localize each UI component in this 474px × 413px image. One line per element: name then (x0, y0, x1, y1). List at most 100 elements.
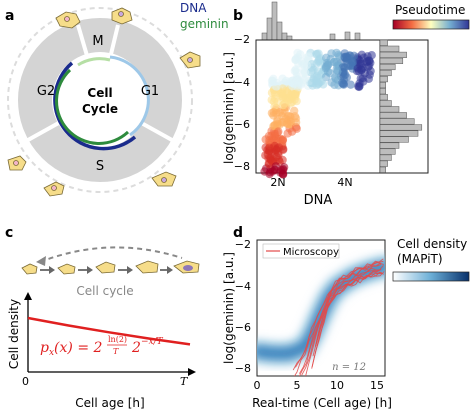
panel-a-label: a (5, 8, 14, 24)
scatter-point (278, 166, 288, 175)
scatter-point (286, 112, 295, 122)
scatter-point (348, 58, 357, 67)
geminin-arc-light (77, 57, 111, 67)
scatter-point (297, 78, 306, 88)
phase-ring (18, 18, 182, 182)
svg-text:10: 10 (330, 379, 344, 392)
scatter-point (340, 63, 349, 72)
x-tick-label: 4N (337, 176, 352, 189)
cell-icon-top-right (111, 7, 133, 25)
density-colorbar-subtitle: (MAPiT) (397, 252, 443, 266)
ring-inner-fill (53, 53, 147, 147)
scatter-point (339, 80, 348, 89)
y-tick-label: −6 (234, 118, 250, 131)
scatter-point (260, 167, 269, 176)
center-label-cycle: Cycle (82, 102, 118, 116)
scatter-point (268, 76, 277, 86)
phase-label-m: M (92, 34, 103, 49)
histogram-bar (379, 76, 388, 83)
x-tick-t: T (180, 375, 189, 388)
scatter-point (265, 143, 274, 153)
cell-icon (21, 263, 38, 275)
scatter-point (290, 66, 299, 76)
cell-icon-bottom-right (151, 171, 177, 187)
panel-c-xlabel: Cell age [h] (75, 396, 144, 410)
scatter-point (367, 51, 376, 60)
scatter-point (271, 162, 281, 171)
scatter-point (269, 97, 279, 106)
scatter-point (261, 151, 270, 160)
cell-icon (57, 263, 76, 275)
svg-text:15: 15 (370, 379, 384, 392)
phase-label-g2: G2 (37, 84, 55, 99)
histogram-bar (379, 148, 396, 155)
histogram-bar (379, 100, 392, 107)
panel-c: c Cell cycle 0 T Cell age (5, 225, 200, 410)
histogram-bar (379, 45, 400, 52)
svg-text:5: 5 (294, 379, 301, 392)
scatter-point (292, 124, 301, 133)
panel-d-ylabel: log(geminin) [a.u.] (222, 252, 236, 364)
y-tick-label: −8 (234, 160, 250, 173)
panel-d: d Microscopy n = 12 −2 −4 −6 −8 0 5 10 1… (222, 225, 470, 410)
histogram-bar (379, 69, 392, 77)
svg-text:0: 0 (254, 379, 261, 392)
density-curve (27, 316, 191, 346)
svg-text:−6: −6 (235, 321, 251, 334)
scatter-point (298, 60, 307, 69)
svg-text:2: 2 (131, 340, 141, 356)
histogram-bar (379, 112, 407, 119)
cell-row-arrows (40, 266, 173, 274)
scatter-point (278, 155, 287, 165)
scatter-point (362, 57, 372, 66)
scatter-point (333, 67, 342, 76)
histogram-bar (379, 106, 400, 113)
phase-label-s: S (96, 159, 104, 174)
scatter-point (273, 117, 282, 126)
svg-text:−4: −4 (235, 280, 251, 293)
scatter-point (274, 127, 283, 136)
scatter-point (300, 67, 309, 77)
svg-text:T: T (113, 347, 119, 356)
panel-d-x-ticks: 0 5 10 15 (254, 379, 385, 392)
histogram-bar (379, 88, 386, 95)
scatter-point (264, 160, 274, 169)
scatter-point (304, 52, 313, 61)
histogram-bar (379, 57, 404, 64)
scatter-point (278, 92, 287, 101)
microscopy-line (292, 262, 382, 371)
histogram-bar (379, 51, 407, 58)
dna-arc (53, 61, 137, 151)
microscopy-lines (292, 258, 385, 376)
svg-text:−8: −8 (235, 362, 251, 375)
y-tick-label: −2 (234, 33, 250, 46)
panel-d-legend (262, 243, 340, 259)
scatter-point (322, 53, 331, 62)
svg-text:ln(2): ln(2) (108, 335, 127, 344)
scatter-point (346, 80, 355, 89)
scatter-point (267, 108, 277, 118)
phase-label-g1: G1 (141, 84, 159, 99)
panel-c-label: c (5, 225, 13, 241)
legend-dna: DNA (180, 1, 207, 15)
histogram-bar (379, 124, 423, 131)
pseudotime-colorbar (392, 19, 470, 30)
microscopy-line (311, 271, 385, 368)
scatter-point (291, 89, 300, 99)
histogram-bar (379, 160, 388, 167)
histogram-bar (379, 142, 400, 149)
panel-b-x-ticks: 2N 4N (270, 176, 352, 189)
panel-d-xlabel: Real-time (Cell age) [h] (252, 396, 392, 410)
cell-icon-bottom-left (43, 181, 65, 197)
panel-d-y-ticks: −2 −4 −6 −8 (235, 238, 251, 375)
svg-text:px(x) = 2: px(x) = 2 (40, 340, 102, 358)
panel-b-label: b (233, 8, 243, 24)
histogram-bar (379, 63, 396, 71)
top-marginal-histogram (261, 1, 361, 41)
cycle-return-arrow (39, 246, 183, 263)
scatter-point (274, 143, 284, 152)
x-axis-arrowhead (188, 368, 196, 376)
cell-icon-left (7, 155, 27, 171)
scatter-point (330, 80, 339, 90)
scatter-point (271, 90, 280, 99)
